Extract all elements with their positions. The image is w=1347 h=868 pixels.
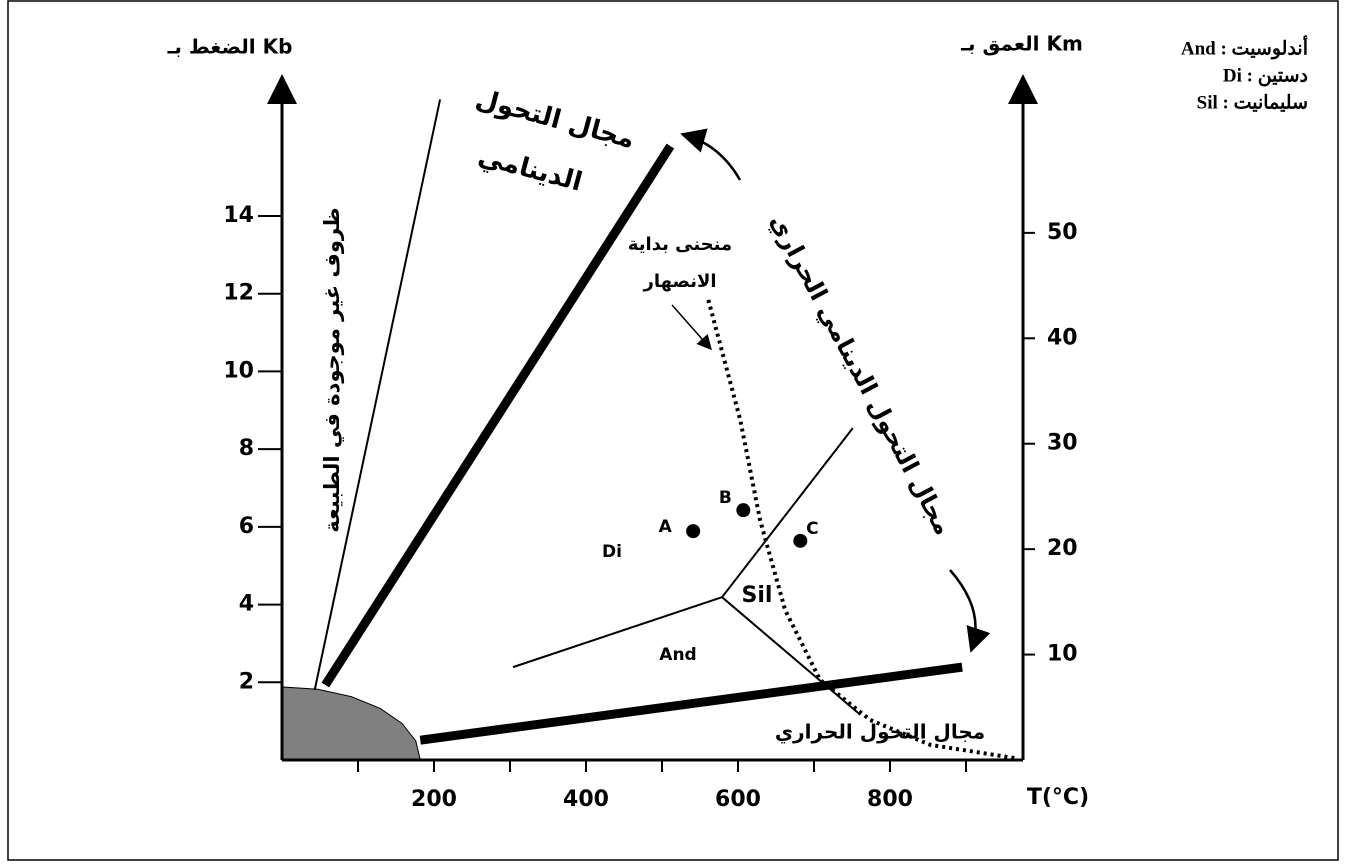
- y-tick-label: 6: [239, 514, 254, 539]
- arrow: [680, 128, 742, 181]
- arrow: [671, 304, 712, 351]
- boundary-line: [313, 99, 442, 691]
- x-axis-title: T(°C): [1027, 785, 1089, 810]
- boundary-line: [706, 299, 1015, 761]
- y2-tick-label: 50: [1047, 220, 1078, 245]
- point-label: A: [659, 517, 673, 537]
- frame: [7, 0, 1339, 861]
- legend-entry: And : أندلوسيت: [1181, 34, 1308, 59]
- region-label: Di: [602, 542, 622, 562]
- x-tick-label: 600: [715, 787, 761, 812]
- point: [736, 503, 751, 518]
- x-tick-label: 800: [867, 787, 913, 812]
- point-label: B: [719, 488, 732, 508]
- x-tick-label: 200: [411, 787, 457, 812]
- annotation: الدينامي: [475, 141, 585, 197]
- y-tick-label: 8: [239, 436, 254, 461]
- y2-tick-label: 10: [1047, 642, 1078, 667]
- x-tick-label: 400: [563, 787, 609, 812]
- region-label: And: [659, 645, 696, 665]
- point: [686, 524, 701, 539]
- annotation: مجال التحول الدينامي الحراري: [764, 210, 957, 540]
- y-tick-label: 2: [239, 669, 254, 694]
- annotation: الانصهار: [642, 271, 716, 292]
- y2-tick-label: 30: [1047, 431, 1078, 456]
- y-axis-title: الضغط بـ Kb: [167, 35, 293, 59]
- y-tick-label: 14: [223, 203, 254, 228]
- y2-axis-title: العمق بـ Km: [960, 32, 1083, 56]
- arrow: [949, 569, 991, 653]
- y-tick-label: 4: [239, 592, 254, 617]
- point: [793, 533, 808, 548]
- legend-entry: Sil : سليمانيت: [1197, 92, 1308, 113]
- boundary-line: [419, 662, 963, 745]
- y-tick-label: 12: [223, 281, 254, 306]
- y-tick-label: 10: [223, 358, 254, 383]
- boundary-line: [321, 143, 675, 688]
- legend-entry: Di : دستين: [1223, 65, 1308, 86]
- area: [281, 686, 421, 761]
- y2-tick-label: 40: [1047, 325, 1078, 350]
- y2-tick-label: 20: [1047, 536, 1078, 561]
- point-label: C: [806, 519, 818, 539]
- annotation: منحنى بداية: [628, 234, 732, 255]
- annotation: ظروف غير موجودة في الطبيعة: [320, 207, 344, 532]
- region-label: Sil: [742, 583, 773, 608]
- annotation: مجال التحول الحراري: [775, 720, 985, 745]
